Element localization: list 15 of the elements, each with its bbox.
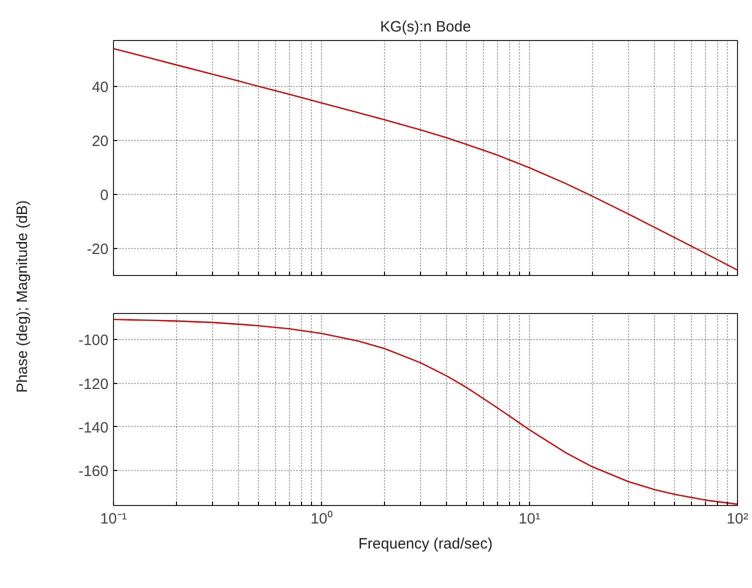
y-tick-label: -120 — [78, 376, 109, 393]
y-axis-title: Phase (deg); Magnitude (dB) — [14, 200, 31, 393]
x-axis-title: Frequency (rad/sec) — [358, 536, 493, 552]
x-tick-label: 10⁰ — [310, 510, 332, 528]
y-tick-label: -100 — [78, 332, 109, 350]
chart-title: KG(s):n Bode — [380, 18, 471, 36]
x-tick-label: 10¹ — [518, 510, 540, 528]
y-tick-label: 40 — [92, 78, 109, 96]
x-tick-label: 10⁻¹ — [100, 510, 127, 528]
y-tick-label: -140 — [78, 419, 109, 436]
x-tick-label: 10² — [726, 510, 748, 528]
y-tick-label: -160 — [78, 463, 109, 480]
y-tick-label: 0 — [100, 186, 108, 204]
y-tick-label: -20 — [86, 240, 109, 258]
y-tick-label: 20 — [92, 132, 109, 150]
